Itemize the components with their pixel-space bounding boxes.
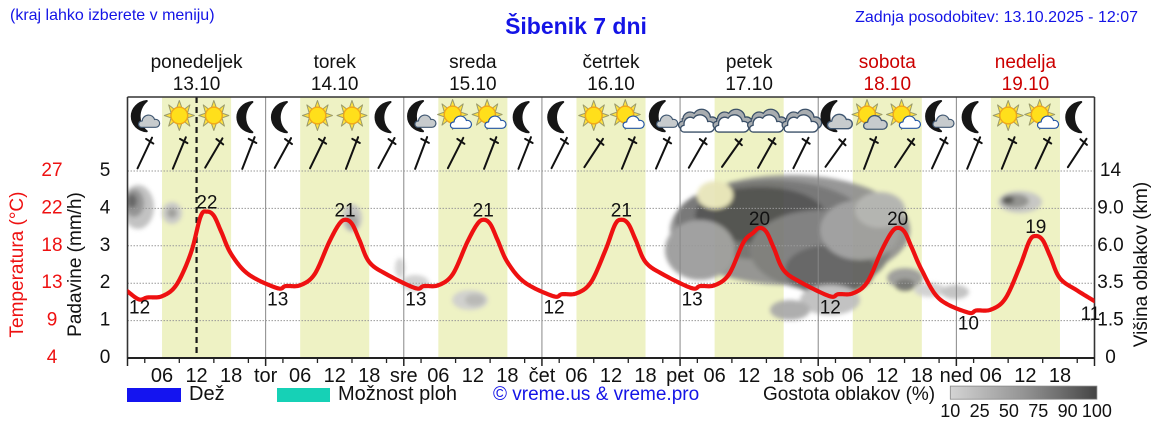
- svg-text:Višina oblakov (km): Višina oblakov (km): [1131, 182, 1152, 347]
- svg-text:6.0: 6.0: [1097, 235, 1123, 256]
- svg-text:13: 13: [41, 272, 62, 293]
- svg-text:06: 06: [703, 365, 725, 387]
- svg-text:4: 4: [100, 197, 111, 218]
- svg-text:Možnost ploh: Možnost ploh: [338, 383, 457, 405]
- svg-text:0: 0: [1105, 347, 1116, 368]
- svg-text:Gostota oblakov (%): Gostota oblakov (%): [763, 384, 935, 405]
- svg-text:15.10: 15.10: [449, 74, 497, 95]
- svg-text:nedelja: nedelja: [995, 52, 1057, 73]
- svg-text:Padavine (mm/h): Padavine (mm/h): [65, 192, 86, 337]
- svg-text:3.5: 3.5: [1097, 272, 1123, 293]
- svg-text:12: 12: [738, 365, 760, 387]
- svg-text:22: 22: [41, 197, 62, 218]
- svg-text:100: 100: [1082, 401, 1112, 421]
- svg-text:2: 2: [100, 272, 111, 293]
- svg-text:14.10: 14.10: [311, 74, 359, 95]
- svg-text:06: 06: [289, 365, 311, 387]
- svg-text:4: 4: [47, 347, 58, 368]
- svg-text:Dež: Dež: [189, 383, 225, 405]
- svg-text:3: 3: [100, 235, 111, 256]
- svg-text:12: 12: [1014, 365, 1036, 387]
- svg-text:50: 50: [999, 401, 1019, 421]
- svg-text:12: 12: [820, 297, 841, 318]
- svg-text:petek: petek: [726, 52, 773, 73]
- svg-text:0: 0: [100, 347, 111, 368]
- svg-text:tor: tor: [254, 365, 278, 387]
- svg-text:19: 19: [1025, 217, 1046, 238]
- svg-text:13.10: 13.10: [173, 74, 221, 95]
- svg-text:21: 21: [611, 201, 632, 222]
- svg-text:19.10: 19.10: [1002, 74, 1050, 95]
- svg-text:četrtek: četrtek: [582, 52, 640, 73]
- svg-text:13: 13: [682, 289, 703, 310]
- svg-text:25: 25: [970, 401, 990, 421]
- svg-text:sreda: sreda: [449, 52, 497, 73]
- svg-text:1: 1: [100, 310, 111, 331]
- svg-text:5: 5: [100, 160, 111, 181]
- svg-text:© vreme.us & vreme.pro: © vreme.us & vreme.pro: [493, 384, 699, 405]
- svg-text:06: 06: [151, 365, 173, 387]
- svg-text:18: 18: [41, 235, 62, 256]
- svg-text:18: 18: [1049, 365, 1071, 387]
- svg-text:06: 06: [980, 365, 1002, 387]
- svg-text:90: 90: [1058, 401, 1078, 421]
- svg-text:sobota: sobota: [859, 52, 916, 73]
- svg-text:9.0: 9.0: [1097, 197, 1123, 218]
- svg-text:10: 10: [940, 401, 960, 421]
- svg-text:20: 20: [749, 209, 770, 230]
- svg-text:14: 14: [1100, 160, 1122, 181]
- svg-text:17.10: 17.10: [725, 74, 773, 95]
- svg-text:12: 12: [543, 297, 564, 318]
- svg-text:ned: ned: [940, 365, 973, 387]
- svg-text:18.10: 18.10: [864, 74, 912, 95]
- svg-text:13: 13: [405, 289, 426, 310]
- svg-text:13: 13: [267, 289, 288, 310]
- svg-text:20: 20: [887, 209, 908, 230]
- svg-text:21: 21: [334, 201, 355, 222]
- svg-text:torek: torek: [314, 52, 357, 73]
- svg-text:ponedeljek: ponedeljek: [151, 52, 243, 73]
- svg-text:12: 12: [129, 297, 150, 318]
- svg-text:27: 27: [41, 160, 62, 181]
- svg-text:21: 21: [473, 201, 494, 222]
- svg-text:16.10: 16.10: [587, 74, 635, 95]
- svg-text:22: 22: [196, 193, 217, 214]
- svg-text:75: 75: [1028, 401, 1048, 421]
- svg-text:10: 10: [958, 314, 979, 335]
- svg-text:Temperatura (°C): Temperatura (°C): [7, 192, 28, 338]
- svg-text:1.5: 1.5: [1097, 310, 1123, 331]
- svg-text:9: 9: [47, 310, 58, 331]
- svg-text:12: 12: [462, 365, 484, 387]
